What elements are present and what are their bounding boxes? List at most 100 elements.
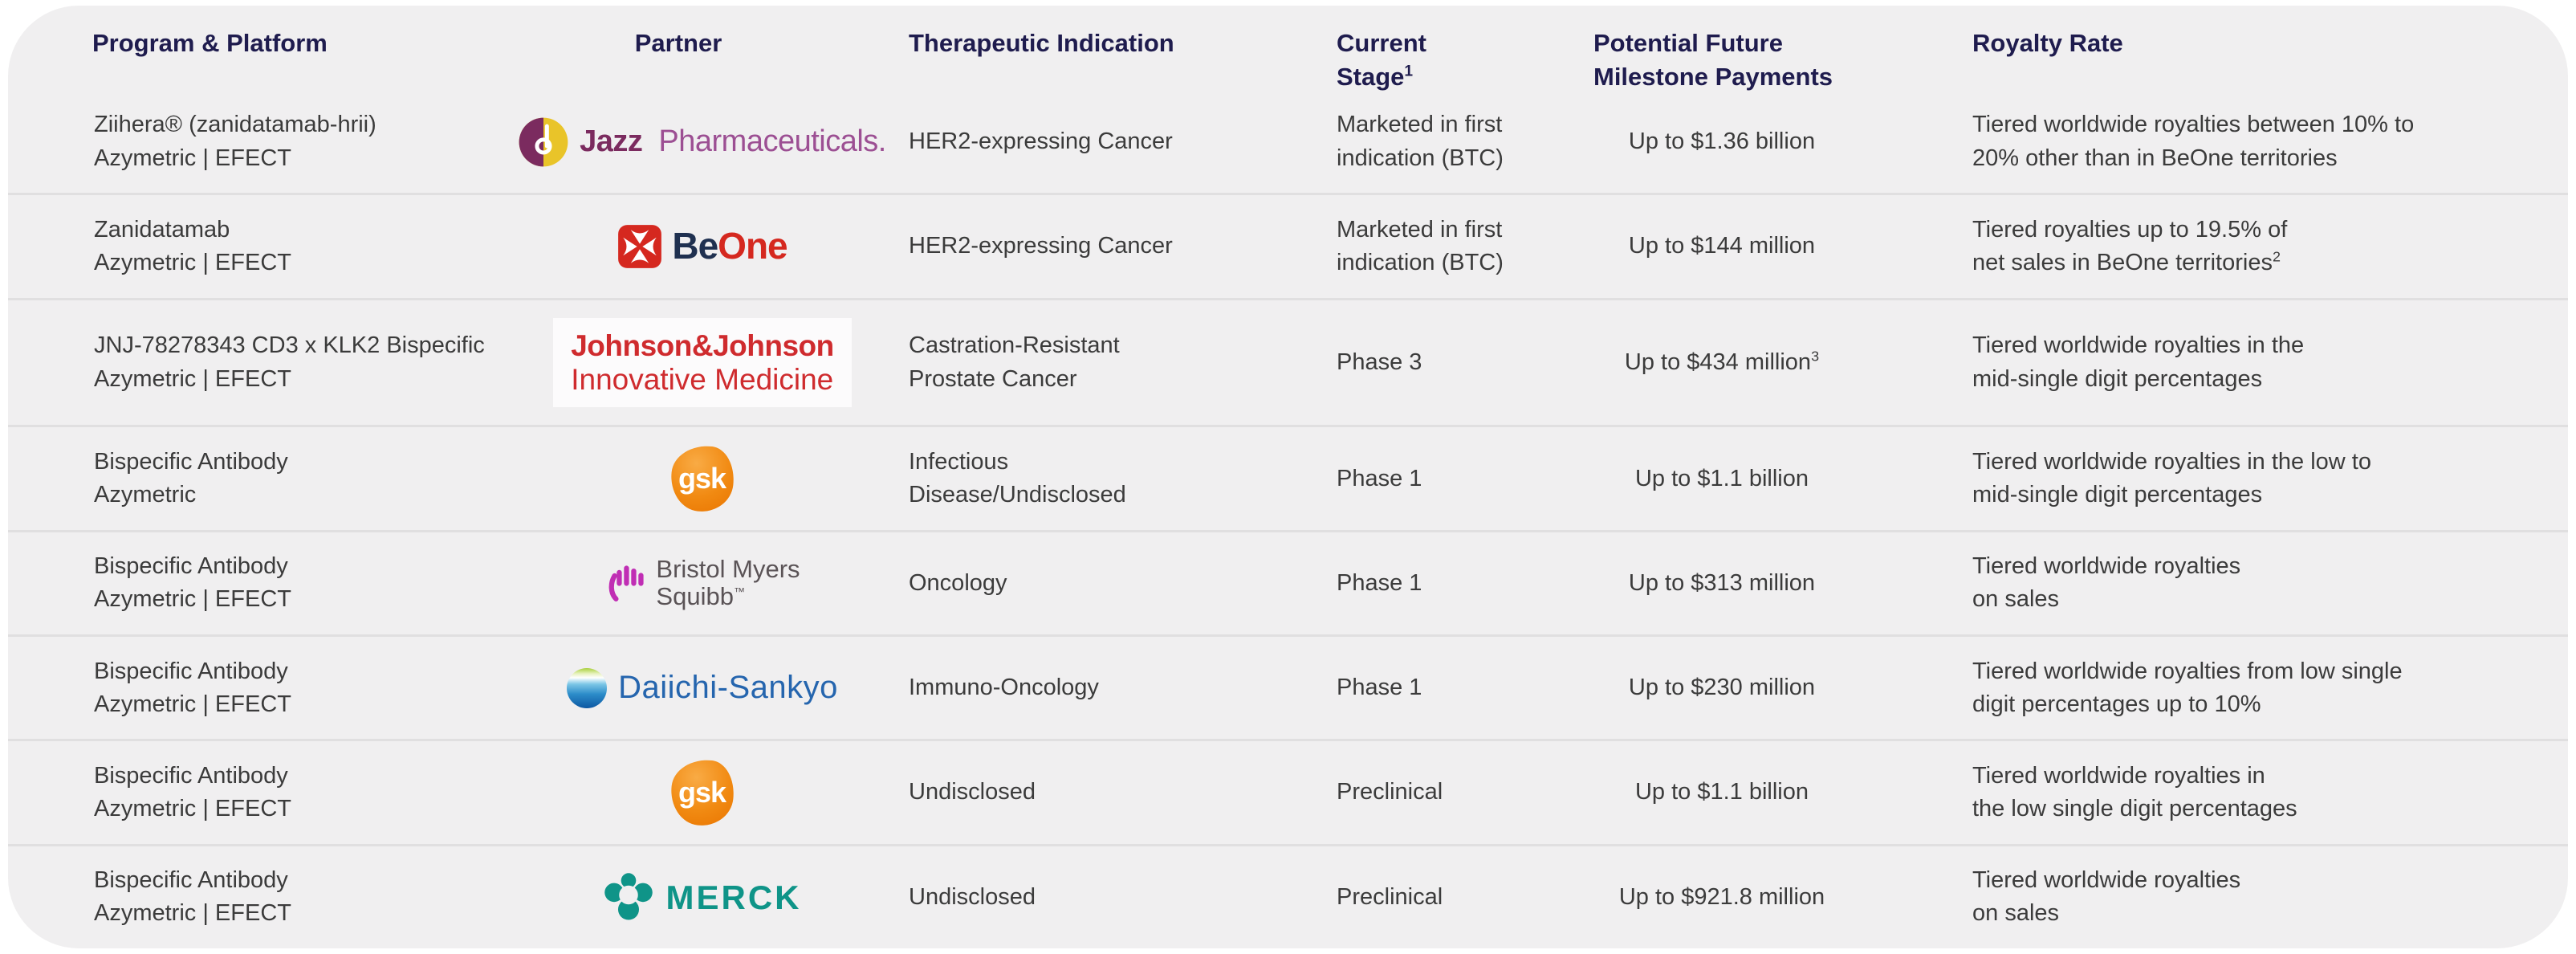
stage-line: Phase 1 [1337,569,1422,596]
stage-line: Phase 1 [1337,465,1422,491]
column-header-milestone-line1: Potential Future [1593,29,1783,57]
gsk-wordmark: gsk [678,462,726,495]
program-cell: JNJ-78278343 CD3 x KLK2 Bispecific Azymet… [8,329,534,395]
milestone-value: Up to $1.1 billion [1634,779,1809,805]
royalty-line: Tiered worldwide royalties in the [1972,332,2305,359]
milestone-cell: Up to $230 million [1533,671,1911,704]
stage-cell: Phase 1 [1300,671,1533,704]
milestone-cell: Up to $1.1 billion [1533,776,1911,809]
royalty-line: the low single digit percentages [1972,796,2297,822]
partnerships-table-card: Program & Platform Partner Therapeutic I… [8,6,2568,948]
partner-cell: BeOne [617,220,788,272]
merck-spheres-icon [604,872,653,922]
table-row: Bispecific Antibody Azymetric gsk Infecti… [8,425,2568,529]
stage-line: indication (BTC) [1337,145,1504,171]
column-header-program-label: Program & Platform [92,29,328,57]
milestone-cell: Up to $921.8 million [1533,881,1911,914]
indication-line: HER2-expressing Cancer [909,233,1173,259]
stage-line: Preclinical [1337,883,1443,910]
column-header-royalty-label: Royalty Rate [1972,29,2123,57]
royalty-line: digit percentages up to 10% [1972,691,2261,717]
beone-wordmark-be: Be [672,225,718,267]
table-row: Bispecific Antibody Azymetric | EFECT gsk… [8,739,2568,843]
jazz-logo-wordmark-rest: Pharmaceuticals. [658,124,886,158]
table-row: Bispecific Antibody Azymetric | EFECT Bri… [8,529,2568,634]
program-cell: Zanidatamab Azymetric | EFECT [8,214,534,279]
bms-wordmark: Bristol Myers Squibb™ [656,554,800,611]
indication-line: Prostate Cancer [909,365,1077,392]
stage-line: indication (BTC) [1337,249,1504,275]
stage-line: Preclinical [1337,779,1443,805]
program-name: Bispecific Antibody [94,553,288,580]
stage-line: Marketed in first [1337,112,1503,138]
column-header-program: Program & Platform [8,26,534,60]
royalty-line: mid-single digit percentages [1972,365,2263,392]
milestone-value: Up to $230 million [1628,675,1816,701]
royalty-cell: Tiered worldwide royalties in the low sin… [1911,760,2568,826]
stage-cell: Preclinical [1300,776,1533,809]
table-row: Bispecific Antibody Azymetric | EFECT Dai… [8,634,2568,739]
indication-line: Castration-Resistant [909,332,1120,359]
milestone-value: Up to $144 million [1628,233,1816,259]
royalty-cell: Tiered worldwide royalties on sales [1911,864,2568,930]
royalty-cell: Tiered royalties up to 19.5% of net sales… [1911,214,2568,279]
royalty-cell: Tiered worldwide royalties in the low to… [1911,446,2568,512]
gsk-wordmark: gsk [678,776,726,809]
stage-cell: Marketed in first indication (BTC) [1300,108,1533,174]
royalty-line: Tiered worldwide royalties between 10% t… [1972,112,2415,138]
gsk-pebble-icon: gsk [667,442,738,515]
royalty-line: on sales [1972,586,2060,613]
program-name: Ziihera® (zanidatamab-hrii) [94,112,376,138]
royalty-line: Tiered worldwide royalties [1972,867,2241,894]
column-header-stage-label: Stage [1337,62,1405,91]
indication-line: Immuno-Oncology [909,675,1099,701]
indication-cell: Castration-Resistant Prostate Cancer [871,329,1300,395]
bms-wordmark-squibb: Squibb [656,582,734,611]
platform-name: Azymetric | EFECT [94,145,291,171]
program-name: Zanidatamab [94,216,230,243]
partner-cell: gsk [667,442,738,515]
footnote-marker: 1 [1404,63,1414,80]
daiichi-wordmark: Daiichi-Sankyo [618,670,838,706]
indication-cell: HER2-expressing Cancer [871,230,1300,263]
platform-name: Azymetric | EFECT [94,900,291,927]
platform-name: Azymetric [94,482,197,508]
table-row: Bispecific Antibody Azymetric | EFECT MER… [8,843,2568,948]
column-header-stage-line1: Current [1337,29,1426,57]
johnson-and-johnson-logo: Johnson&Johnson Innovative Medicine [553,318,852,407]
gsk-logo: gsk [667,756,738,829]
column-header-indication-label: Therapeutic Indication [909,29,1174,57]
merck-logo: MERCK [604,872,802,922]
royalty-cell: Tiered worldwide royalties in the mid-sin… [1911,329,2568,395]
table-row: Ziihera® (zanidatamab-hrii) Azymetric | E… [8,91,2568,193]
jnj-wordmark-line2: Innovative Medicine [571,362,834,396]
indication-cell: Undisclosed [871,776,1300,809]
milestone-value: Up to $921.8 million [1618,883,1825,910]
table-row: Zanidatamab Azymetric | EFECT BeOne HER2-… [8,193,2568,297]
bristol-myers-squibb-logo: Bristol Myers Squibb™ [604,554,800,611]
column-header-milestone: Potential Future Milestone Payments [1533,26,1911,94]
program-cell: Bispecific Antibody Azymetric | EFECT [8,864,534,930]
jazz-logo-wordmark: Jazz [580,124,643,158]
daiichi-sankyo-logo: Daiichi-Sankyo [567,665,838,711]
bms-hand-icon [604,561,648,605]
column-header-stage: Current Stage1 [1300,26,1533,94]
milestone-cell: Up to $144 million [1533,230,1911,263]
program-cell: Bispecific Antibody Azymetric | EFECT [8,760,534,826]
program-cell: Bispecific Antibody Azymetric | EFECT [8,655,534,721]
jazz-pharmaceuticals-logo: Jazz Pharmaceuticals. [519,117,886,167]
column-header-partner: Partner [534,26,871,60]
footnote-marker: 2 [2272,248,2281,265]
platform-name: Azymetric | EFECT [94,365,291,392]
program-cell: Bispecific Antibody Azymetric [8,446,534,512]
milestone-cell: Up to $313 million [1533,567,1911,600]
stage-cell: Phase 3 [1300,346,1533,379]
partner-cell: Bristol Myers Squibb™ [604,554,800,611]
bms-wordmark-line1: Bristol Myers [656,554,800,583]
stage-cell: Preclinical [1300,881,1533,914]
jazz-circle-icon [519,117,568,167]
royalty-line: on sales [1972,900,2060,927]
royalty-line: mid-single digit percentages [1972,482,2263,508]
partner-cell: Jazz Pharmaceuticals. [519,117,886,167]
partner-cell: Daiichi-Sankyo [567,665,838,711]
